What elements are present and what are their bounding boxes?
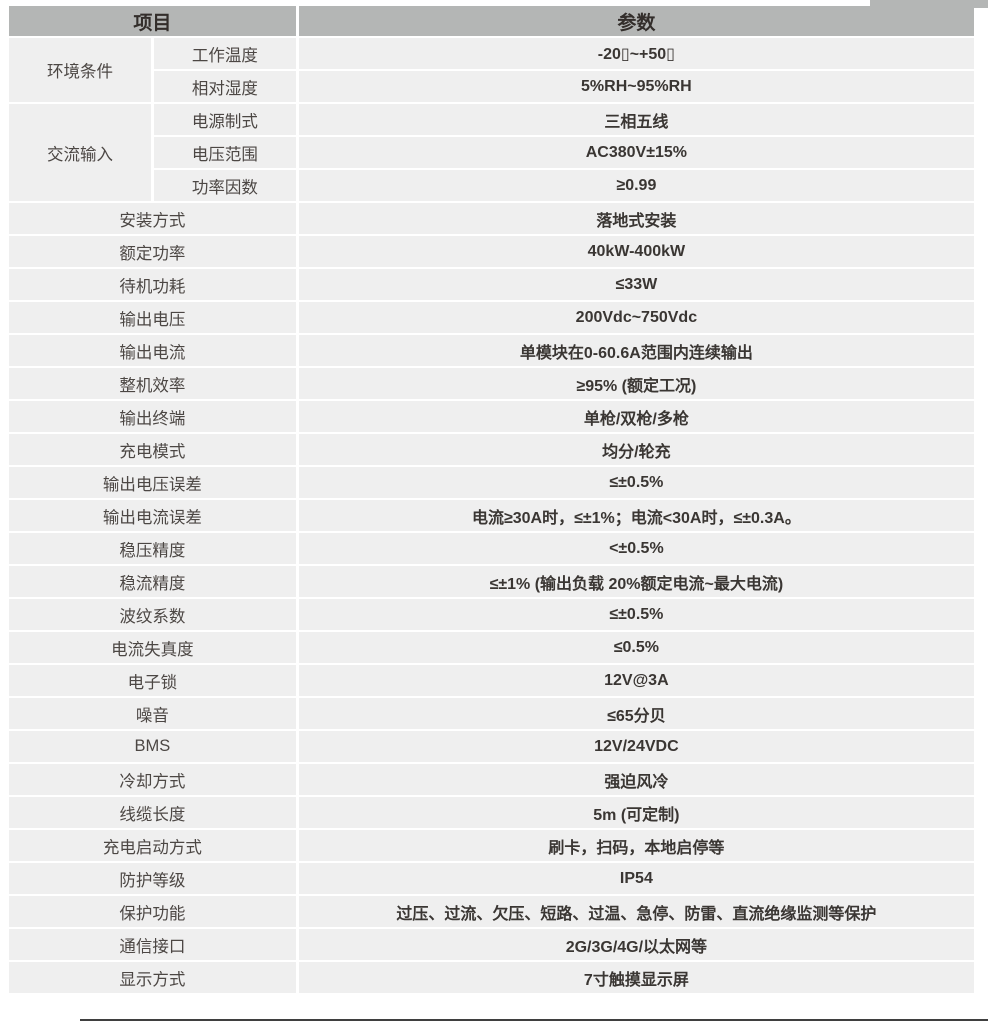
label-cell: 输出电压 [9, 302, 296, 333]
label-cell: 输出电流误差 [9, 500, 296, 531]
value-cell: 5%RH~95%RH [298, 71, 974, 102]
table-row: 充电模式 均分/轮充 [9, 434, 974, 465]
value-cell: 单枪/双枪/多枪 [298, 401, 974, 432]
sub-label-cell: 功率因数 [153, 170, 296, 201]
table-row: 稳压精度 <±0.5% [9, 533, 974, 564]
table-row: 待机功耗 ≤33W [9, 269, 974, 300]
value-cell: ≤65分贝 [298, 698, 974, 729]
value-cell: 三相五线 [298, 104, 974, 135]
label-cell: 整机效率 [9, 368, 296, 399]
table-row: 输出电流误差 电流≥30A时，≤±1%；电流<30A时，≤±0.3A。 [9, 500, 974, 531]
value-cell: 均分/轮充 [298, 434, 974, 465]
value-cell: ≤±1% (输出负载 20%额定电流~最大电流) [298, 566, 974, 597]
header-cell-param: 参数 [298, 6, 974, 36]
label-cell: BMS [9, 731, 296, 762]
table-row: 相对湿度 5%RH~95%RH [9, 71, 974, 102]
table-row: 保护功能 过压、过流、欠压、短路、过温、急停、防雷、直流绝缘监测等保护 [9, 896, 974, 927]
label-cell: 噪音 [9, 698, 296, 729]
label-cell: 待机功耗 [9, 269, 296, 300]
value-cell: IP54 [298, 863, 974, 894]
label-cell: 电流失真度 [9, 632, 296, 663]
label-cell: 输出电压误差 [9, 467, 296, 498]
table-row: 输出电流 单模块在0-60.6A范围内连续输出 [9, 335, 974, 366]
label-cell: 输出电流 [9, 335, 296, 366]
table-row: 电流失真度 ≤0.5% [9, 632, 974, 663]
label-cell: 线缆长度 [9, 797, 296, 828]
value-cell: 2G/3G/4G/以太网等 [298, 929, 974, 960]
group-cell-environment: 环境条件 [9, 38, 151, 102]
value-cell: 7寸触摸显示屏 [298, 962, 974, 993]
value-cell: 过压、过流、欠压、短路、过温、急停、防雷、直流绝缘监测等保护 [298, 896, 974, 927]
value-cell: 刷卡，扫码，本地启停等 [298, 830, 974, 861]
table-row: 噪音 ≤65分贝 [9, 698, 974, 729]
label-cell: 充电启动方式 [9, 830, 296, 861]
table-row: 通信接口 2G/3G/4G/以太网等 [9, 929, 974, 960]
value-cell: 落地式安装 [298, 203, 974, 234]
table-row: 额定功率 40kW-400kW [9, 236, 974, 267]
table-row: 线缆长度 5m (可定制) [9, 797, 974, 828]
table-row: 冷却方式 强迫风冷 [9, 764, 974, 795]
sub-label-cell: 工作温度 [153, 38, 296, 69]
table-row: 功率因数 ≥0.99 [9, 170, 974, 201]
label-cell: 稳流精度 [9, 566, 296, 597]
table-row: 环境条件 工作温度 -20▯~+50▯ [9, 38, 974, 102]
value-cell: 5m (可定制) [298, 797, 974, 828]
top-right-gray-strip [870, 0, 988, 8]
label-cell: 显示方式 [9, 962, 296, 993]
value-cell: 单模块在0-60.6A范围内连续输出 [298, 335, 974, 366]
table-row: 电压范围 AC380V±15% [9, 137, 974, 168]
table-row: 波纹系数 ≤±0.5% [9, 599, 974, 630]
table-row: 防护等级 IP54 [9, 863, 974, 894]
label-cell: 充电模式 [9, 434, 296, 465]
sub-label-cell: 相对湿度 [153, 71, 296, 102]
table-row: 稳流精度 ≤±1% (输出负载 20%额定电流~最大电流) [9, 566, 974, 597]
label-cell: 防护等级 [9, 863, 296, 894]
label-cell: 保护功能 [9, 896, 296, 927]
table-row: 交流输入 电源制式 三相五线 [9, 104, 974, 201]
label-cell: 稳压精度 [9, 533, 296, 564]
table-row: 安装方式 落地式安装 [9, 203, 974, 234]
value-cell: ≥95% (额定工况) [298, 368, 974, 399]
sub-label-cell: 电压范围 [153, 137, 296, 168]
table-row: 输出电压 200Vdc~750Vdc [9, 302, 974, 333]
label-cell: 安装方式 [9, 203, 296, 234]
label-cell: 输出终端 [9, 401, 296, 432]
value-cell: ≤±0.5% [298, 599, 974, 630]
value-cell: 12V/24VDC [298, 731, 974, 762]
value-cell: 强迫风冷 [298, 764, 974, 795]
value-cell: AC380V±15% [298, 137, 974, 168]
table-row: 输出电压误差 ≤±0.5% [9, 467, 974, 498]
table-row: BMS 12V/24VDC [9, 731, 974, 762]
value-cell: -20▯~+50▯ [298, 38, 974, 69]
label-cell: 电子锁 [9, 665, 296, 696]
table-row: 充电启动方式 刷卡，扫码，本地启停等 [9, 830, 974, 861]
value-cell: 200Vdc~750Vdc [298, 302, 974, 333]
value-cell: 40kW-400kW [298, 236, 974, 267]
label-cell: 冷却方式 [9, 764, 296, 795]
table-row: 整机效率 ≥95% (额定工况) [9, 368, 974, 399]
value-cell: ≥0.99 [298, 170, 974, 201]
header-cell-item: 项目 [9, 6, 296, 36]
spec-table: 项目 参数 环境条件 工作温度 -20▯~+50▯ 相对湿度 5%RH~95%R… [6, 4, 977, 995]
table-row: 输出终端 单枪/双枪/多枪 [9, 401, 974, 432]
table-row: 显示方式 7寸触摸显示屏 [9, 962, 974, 993]
value-cell: ≤33W [298, 269, 974, 300]
value-cell: ≤±0.5% [298, 467, 974, 498]
value-cell: 电流≥30A时，≤±1%；电流<30A时，≤±0.3A。 [298, 500, 974, 531]
value-cell: 12V@3A [298, 665, 974, 696]
bottom-rule [80, 1019, 988, 1021]
label-cell: 通信接口 [9, 929, 296, 960]
group-cell-ac-input: 交流输入 [9, 104, 151, 201]
label-cell: 额定功率 [9, 236, 296, 267]
value-cell: ≤0.5% [298, 632, 974, 663]
header-row: 项目 参数 [9, 6, 974, 36]
table-row: 电子锁 12V@3A [9, 665, 974, 696]
value-cell: <±0.5% [298, 533, 974, 564]
label-cell: 波纹系数 [9, 599, 296, 630]
sub-label-cell: 电源制式 [153, 104, 296, 135]
